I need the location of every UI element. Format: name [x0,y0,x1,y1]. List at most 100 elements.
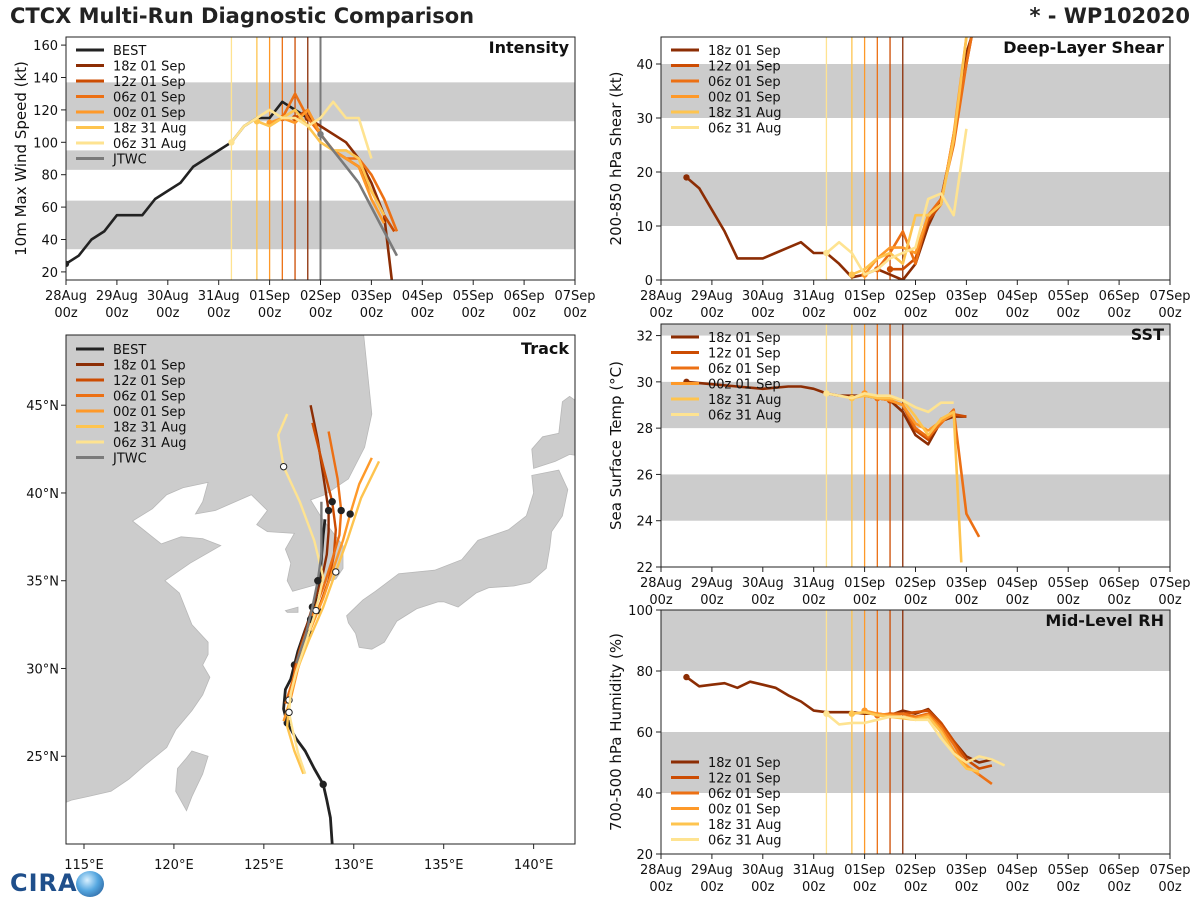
x-tick-label-date: 29Aug [691,576,733,591]
x-tick-label-date: 07Sep [1149,863,1190,878]
y-tick-label: 26 [636,468,653,483]
legend-label-18z-31-aug: 18z 31 Aug [113,122,187,137]
legend-label-06z-01-sep: 06z 01 Sep [708,362,781,377]
x-tick-label-hour: 00z [802,306,826,321]
y-tick-label: 80 [636,665,653,680]
track-point-18z-31-aug [332,568,340,576]
x-tick-label-date: 01Sep [844,863,885,878]
x-tick-label-date: 03Sep [946,289,987,304]
x-tick-label-hour: 00z [751,593,775,608]
x-tick-label-hour: 00z [955,306,979,321]
track-line-18z-31-aug [286,460,381,775]
x-tick-label: 140°E [514,858,554,873]
y-tick-label: 20 [636,166,653,181]
kyushu-shikoku-honshu [346,469,569,650]
legend-label-06z-01-sep: 06z 01 Sep [708,75,781,90]
sst-panel: 28Aug 00z 29Aug 00z 30Aug 00z 31Aug 00z 01Sep 00z… [607,323,1191,608]
x-tick-label-date: 28Aug [640,289,682,304]
x-tick-label-hour: 00z [802,593,826,608]
x-tick-label: 115°E [64,858,104,873]
y-tick-label: 30 [636,112,653,127]
x-tick-label-date: 29Aug [96,289,138,304]
legend-label-best: BEST [113,343,146,358]
panel-title: Deep-Layer Shear [1003,38,1164,57]
hokkaido-island [531,395,575,469]
x-tick-label-date: 05Sep [1048,863,1089,878]
x-tick-label-hour: 00z [1057,306,1081,321]
x-tick-label-hour: 00z [853,306,877,321]
series-start-12z-01-sep [886,266,894,273]
x-tick-label-date: 03Sep [946,576,987,591]
panel-title: Track [521,339,569,358]
storm-id: * - WP102020 [1029,4,1190,28]
x-tick-label: 130°E [334,858,374,873]
x-tick-label: 125°E [244,858,284,873]
series-line-06z-31-aug [230,100,373,159]
legend-label-00z-01-sep: 00z 01 Sep [708,803,781,818]
series-start-06z-31-aug [823,249,830,257]
legend-label-06z-31-aug: 06z 31 Aug [708,122,782,137]
series-line-best [66,100,309,265]
x-tick-label-hour: 00z [700,593,724,608]
shade-band-2 [661,324,1170,336]
x-tick-label-hour: 00z [563,306,587,321]
x-tick-label-date: 04Sep [997,863,1038,878]
x-tick-label-hour: 00z [1006,306,1030,321]
x-tick-label-date: 31Aug [793,863,835,878]
x-tick-label-date: 01Sep [844,576,885,591]
series-group [683,673,1006,785]
legend-label-06z-01-sep: 06z 01 Sep [708,787,781,802]
y-tick-label: 100 [628,604,653,619]
y-tick-label: 35°N [26,575,59,590]
legend-label-18z-01-sep: 18z 01 Sep [708,756,781,771]
y-tick-label: 100 [33,136,58,151]
x-tick-label-hour: 00z [1158,306,1182,321]
x-tick-label-date: 30Aug [742,863,784,878]
y-axis-label: 10m Max Wind Speed (kt) [12,61,30,256]
track-point-06z-01-sep [337,506,345,515]
series-start-best [66,260,70,267]
y-tick-label: 160 [33,39,58,54]
series-start-18z-31-aug [848,271,856,278]
y-tick-label: 32 [636,330,653,345]
x-tick-label-date: 29Aug [691,289,733,304]
x-tick-label-hour: 00z [54,306,78,321]
x-tick-label-hour: 00z [955,880,979,895]
legend-label-00z-01-sep: 00z 01 Sep [708,91,781,106]
panel-title: Mid-Level RH [1045,611,1164,630]
x-tick-label: 135°E [424,858,464,873]
jeju-island [284,606,299,613]
track-point-06z-31-aug [312,606,320,615]
y-tick-label: 40 [41,234,58,249]
x-tick-label-hour: 00z [512,306,536,321]
x-tick-label-hour: 00z [462,306,486,321]
x-tick-label-date: 06Sep [504,289,545,304]
shade-band-1 [661,610,1170,671]
x-tick-label-date: 02Sep [895,576,936,591]
x-tick-label-hour: 00z [853,880,877,895]
track-panel: 115°E 120°E 125°E 130°E 135°E 140°E 25°N 30°N 35… [26,334,576,873]
x-tick-label-hour: 00z [105,306,129,321]
y-tick-label: 0 [645,274,653,289]
x-tick-label-date: 30Aug [742,576,784,591]
series-line-18z-31-aug [851,37,968,276]
shade-band-0 [661,474,1170,521]
series-start-18z-01-sep [683,673,690,681]
legend-label-00z-01-sep: 00z 01 Sep [113,405,186,420]
legend-label-12z-01-sep: 12z 01 Sep [113,75,186,90]
x-tick-label-hour: 00z [904,306,928,321]
series-line-12z-01-sep [889,709,993,770]
x-tick-label-hour: 00z [853,593,877,608]
series-line-06z-31-aug [825,128,968,276]
x-tick-label-hour: 00z [1107,593,1131,608]
y-tick-label: 30 [636,376,653,391]
x-tick-label-date: 03Sep [946,863,987,878]
legend-label-18z-31-aug: 18z 31 Aug [708,818,782,833]
series-group [683,378,981,563]
y-axis-label: 700-500 hPa Humidity (%) [607,633,625,831]
track-point-best [319,780,327,789]
track-point-00z-01-sep [346,510,354,518]
series-group [66,92,399,280]
y-tick-label: 28 [636,422,653,437]
x-tick-label-date: 28Aug [640,576,682,591]
